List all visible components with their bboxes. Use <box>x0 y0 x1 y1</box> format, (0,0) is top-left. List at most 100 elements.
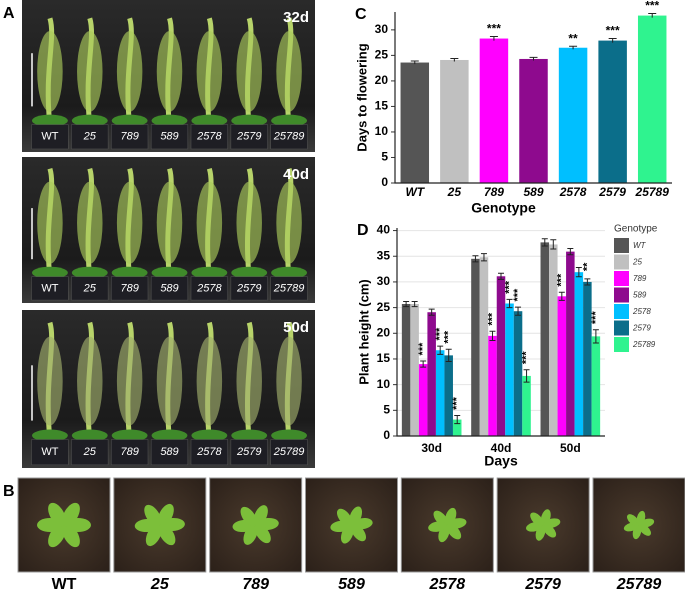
leaf <box>240 506 257 527</box>
leaf <box>158 523 176 546</box>
panel-label: D <box>357 222 369 239</box>
pot-label: 2578 <box>196 282 222 294</box>
rosette <box>31 266 68 279</box>
error-bar <box>584 278 591 286</box>
leaf <box>350 523 367 542</box>
bar <box>557 296 567 436</box>
leaf <box>48 502 66 527</box>
pot <box>270 124 308 150</box>
significance: *** <box>434 327 446 341</box>
significance: ** <box>581 262 593 271</box>
error-bar <box>445 348 452 363</box>
error-bar <box>529 56 538 61</box>
rosette <box>151 114 188 127</box>
leaf <box>636 510 646 526</box>
significance: ** <box>568 31 578 45</box>
rosette <box>71 114 108 127</box>
bar <box>496 276 506 436</box>
plant-foliage <box>77 31 103 112</box>
rosette <box>151 266 188 279</box>
pot-label: 2579 <box>236 446 261 458</box>
pot <box>230 439 268 466</box>
pot-label: 25 <box>83 131 97 143</box>
leaf <box>428 521 447 532</box>
bar <box>488 335 497 436</box>
pot <box>111 124 149 150</box>
bar <box>598 40 627 183</box>
bar <box>566 251 575 436</box>
significance: *** <box>417 342 429 356</box>
y-tick-label: 10 <box>377 377 391 391</box>
significance: *** <box>443 330 455 344</box>
day-label: 50d <box>283 319 309 336</box>
leaf <box>530 512 544 527</box>
leaf <box>542 523 557 538</box>
pot-label: 2579 <box>236 131 261 143</box>
pot-label: 589 <box>160 282 178 294</box>
pot <box>270 439 308 466</box>
legend-swatch <box>614 271 629 286</box>
pot-label: 789 <box>120 446 138 458</box>
pot <box>31 124 69 150</box>
pot-label: 589 <box>160 446 178 458</box>
x-tick-label: 25789 <box>635 185 670 199</box>
y-tick-label: 20 <box>375 73 389 87</box>
plant-foliage <box>37 181 63 264</box>
legend-label: 2579 <box>632 324 651 333</box>
significance: *** <box>512 288 524 302</box>
rosette <box>31 114 68 127</box>
error-bar <box>428 308 435 316</box>
rosette <box>111 266 148 279</box>
pot <box>190 439 228 466</box>
plant-foliage <box>236 336 262 426</box>
y-tick-label: 40 <box>377 223 391 237</box>
legend-label: 25789 <box>632 340 656 349</box>
significance: *** <box>486 312 498 326</box>
legend-swatch <box>614 304 629 319</box>
legend-label: 589 <box>633 291 647 300</box>
pot-label: WT <box>41 446 58 458</box>
leaf <box>446 523 462 540</box>
rosette <box>111 114 148 127</box>
error-bar <box>489 330 496 341</box>
leaf <box>340 524 354 544</box>
pot <box>31 276 69 301</box>
x-tick-label: 30d <box>421 441 442 455</box>
rosette <box>71 429 108 442</box>
pot-label: 25 <box>83 446 97 458</box>
pot <box>230 124 268 150</box>
pot <box>190 124 228 150</box>
error-bar <box>489 36 498 41</box>
error-bar <box>558 291 565 301</box>
error-bar <box>515 306 522 316</box>
pot <box>150 276 189 301</box>
error-bar <box>437 345 444 355</box>
pot <box>150 439 189 466</box>
pot-label: 589 <box>160 131 178 143</box>
leaf <box>62 523 80 548</box>
y-tick-label: 5 <box>381 150 388 164</box>
error-bar <box>420 360 427 368</box>
y-axis-title: Plant height (cm) <box>356 279 371 384</box>
pot-label: 2579 <box>236 282 261 294</box>
x-tick-label: 25 <box>447 185 462 199</box>
bar <box>519 58 548 183</box>
rosette <box>111 429 148 442</box>
rosette <box>191 429 228 442</box>
pot <box>270 276 308 301</box>
bar <box>522 375 531 436</box>
y-tick-label: 0 <box>383 428 390 442</box>
legend-title: Genotype <box>614 224 658 235</box>
bar <box>471 258 480 436</box>
pot-label: 25789 <box>273 131 305 143</box>
rosette <box>191 114 228 127</box>
plant-foliage <box>37 336 63 426</box>
error-bar <box>550 239 557 250</box>
error-bar <box>523 369 530 383</box>
rosette <box>231 266 268 279</box>
plant-foliage <box>156 31 183 112</box>
error-bar <box>403 300 410 308</box>
y-tick-label: 30 <box>377 274 391 288</box>
pot <box>71 276 109 301</box>
error-bar <box>506 298 513 309</box>
